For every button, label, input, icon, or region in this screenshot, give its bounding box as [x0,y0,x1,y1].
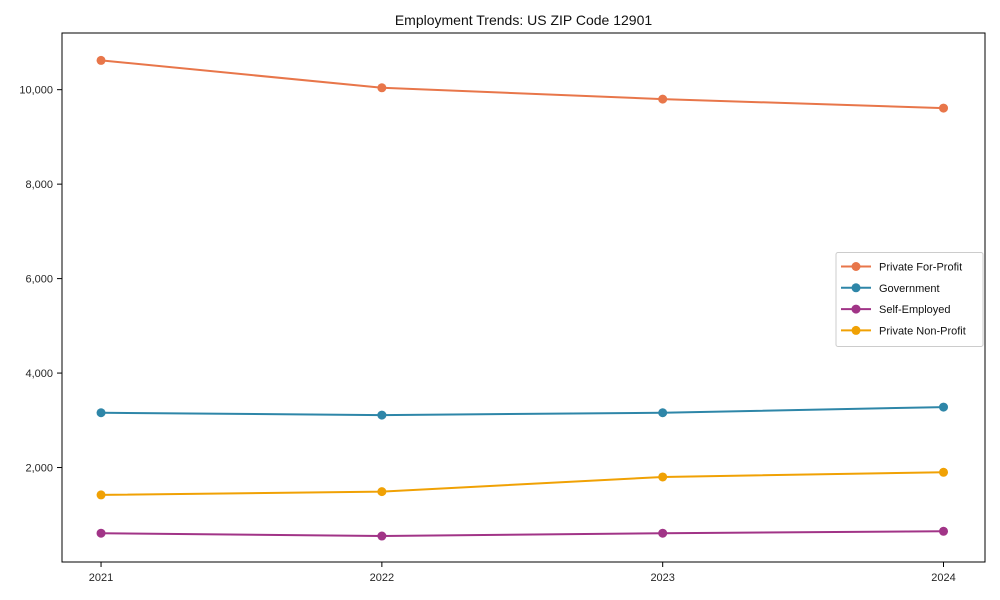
data-point-self-employed [96,528,106,538]
chart-title: Employment Trends: US ZIP Code 12901 [394,12,653,28]
data-point-private-non-profit [377,487,387,497]
legend-entry-government: Government [841,283,940,295]
data-point-private-for-profit [939,103,949,113]
legend-marker [851,325,861,335]
legend-entry-private-non-profit: Private Non-Profit [841,325,966,337]
x-tick-label: 2024 [931,572,955,584]
legend-box [835,252,984,347]
series-self-employed [96,526,949,541]
data-point-self-employed [377,531,387,541]
legend: Private For-Profit Government Self-Employe… [835,252,984,347]
data-point-government [96,408,106,418]
line-private-for-profit [100,59,945,110]
y-tick-label: 10,000 [19,85,53,97]
legend-label: Private Non-Profit [879,325,966,337]
data-point-private-non-profit [96,490,106,500]
legend-marker [851,262,861,271]
x-tick-label: 2021 [89,572,113,584]
legend-label: Government [879,283,940,295]
y-tick-label: 6,000 [25,274,53,286]
legend-entry-private-for-profit: Private For-Profit [841,262,962,274]
data-point-private-non-profit [658,472,668,482]
data-point-self-employed [658,528,668,538]
legend-marker [851,304,861,314]
data-point-private-non-profit [939,467,949,477]
x-tick-label: 2023 [650,572,674,584]
data-point-private-for-profit [96,55,106,65]
y-tick-label: 2,000 [25,463,53,475]
series-private-non-profit [96,467,949,500]
line-government [100,406,945,417]
data-point-government [377,410,387,420]
series-private-for-profit [96,55,949,113]
data-point-private-for-profit [377,83,387,93]
legend-label: Self-Employed [879,304,951,316]
data-point-government [939,402,949,412]
legend-entry-self-employed: Self-Employed [841,304,951,316]
data-point-private-for-profit [658,94,668,104]
line-private-non-profit [100,471,945,496]
y-tick-label: 4,000 [25,368,53,380]
legend-label: Private For-Profit [879,262,962,274]
line-self-employed [100,530,945,538]
data-point-self-employed [939,526,949,536]
series-government [96,402,949,420]
x-tick-label: 2022 [370,572,394,584]
legend-marker [851,283,861,293]
y-tick-label: 8,000 [25,179,53,191]
data-point-government [658,408,668,418]
